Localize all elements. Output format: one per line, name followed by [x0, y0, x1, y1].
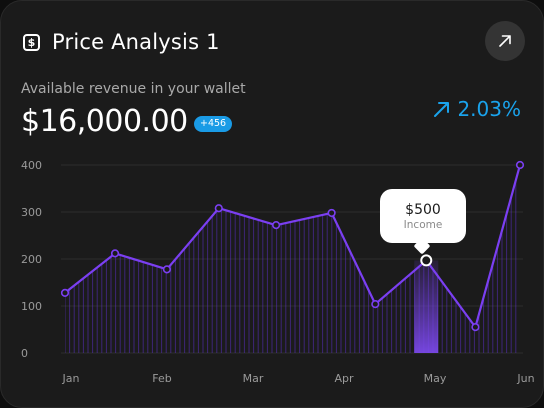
data-point[interactable] — [471, 323, 480, 332]
x-tick-label: Feb — [152, 372, 171, 385]
data-point[interactable] — [515, 160, 525, 170]
tooltip-value: $500 — [405, 202, 441, 218]
trend-up-arrow-icon — [434, 102, 450, 117]
card-header: $ Price Analysis 1 — [23, 28, 220, 56]
percent-change: 2.03% — [433, 97, 521, 121]
y-tick-label: 300 — [21, 206, 42, 219]
y-tick-label: 0 — [21, 347, 28, 360]
highlighted-point[interactable] — [420, 254, 433, 267]
percent-change-value: 2.03% — [457, 97, 521, 121]
data-tooltip: $500 Income — [380, 189, 466, 243]
expand-button[interactable] — [485, 21, 525, 61]
data-point[interactable] — [110, 249, 120, 258]
data-point[interactable] — [60, 288, 70, 297]
revenue-amount: $16,000.00 — [21, 104, 188, 139]
x-tick-label: May — [424, 372, 447, 385]
y-tick-label: 400 — [21, 159, 42, 172]
data-point[interactable] — [162, 265, 172, 274]
data-point[interactable] — [214, 204, 223, 213]
y-tick-label: 200 — [21, 253, 42, 266]
data-point[interactable] — [327, 208, 336, 218]
series-line — [64, 164, 522, 329]
amount-change-badge: +456 — [194, 116, 233, 132]
highlight-bar — [414, 260, 439, 353]
data-point[interactable] — [371, 300, 380, 309]
y-tick-label: 100 — [21, 300, 42, 313]
tooltip-label: Income — [403, 219, 443, 231]
wallet-subtitle: Available revenue in your wallet — [21, 81, 246, 97]
x-tick-label: Apr — [334, 372, 354, 385]
dollar-square-icon: $ — [23, 33, 40, 51]
data-point[interactable] — [272, 221, 281, 230]
x-tick-label: Jun — [516, 372, 534, 385]
card-title: Price Analysis 1 — [52, 30, 220, 54]
x-tick-label: Mar — [243, 372, 264, 385]
arrow-up-right-icon — [499, 35, 511, 47]
x-tick-label: Jan — [62, 372, 80, 385]
